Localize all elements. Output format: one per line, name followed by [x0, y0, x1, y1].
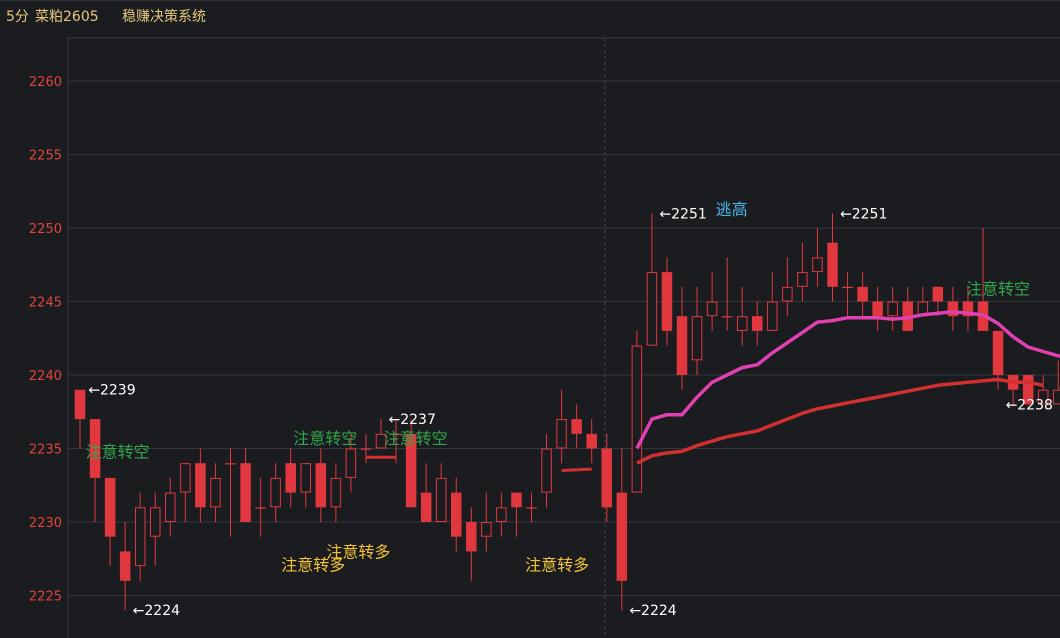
- ma-fast-line: [635, 310, 1060, 450]
- candle-body: [165, 492, 176, 523]
- signal-annotation: 注意转多: [326, 542, 390, 561]
- candle-body: [556, 419, 567, 449]
- candle-body: [676, 316, 688, 375]
- price-label: ←2224: [133, 603, 180, 619]
- candle-body: [119, 551, 131, 581]
- signal-annotation: 注意转空: [293, 429, 357, 448]
- candle-body: [285, 463, 296, 493]
- candle-body: [541, 448, 552, 493]
- price-label: ←2251: [659, 206, 706, 222]
- y-tick-label: 2225: [29, 590, 62, 605]
- candle-body: [1053, 389, 1060, 405]
- candle-body: [631, 345, 643, 493]
- candle-body: [240, 463, 251, 522]
- y-tick-label: 2255: [29, 149, 62, 164]
- price-label: ←2237: [389, 412, 436, 428]
- ma-slow-line: [636, 377, 1044, 465]
- candle-body: [511, 492, 522, 508]
- candle-body: [601, 448, 612, 508]
- candle-body: [451, 492, 462, 537]
- candle-body: [330, 477, 342, 508]
- timeframe-label[interactable]: 5分: [6, 9, 29, 25]
- candle-body: [797, 272, 808, 287]
- y-tick-label: 2250: [29, 222, 62, 237]
- candle-body: [74, 389, 86, 420]
- price-label: ←2239: [88, 383, 135, 399]
- short-line-2: [561, 467, 592, 472]
- candle-body: [857, 286, 868, 302]
- signal-annotation: 注意转多: [525, 556, 589, 575]
- candle-body: [134, 507, 146, 567]
- candle-body: [435, 477, 447, 522]
- moving-averages: [365, 310, 1060, 472]
- candle-body: [932, 286, 944, 302]
- candle-body: [827, 242, 838, 287]
- candle-body: [150, 507, 161, 537]
- candle-body: [300, 463, 311, 493]
- candle-body: [390, 433, 402, 435]
- candle-body: [255, 507, 266, 509]
- signal-annotation: 注意转多: [281, 556, 345, 575]
- candle-body: [571, 419, 582, 434]
- candle-body: [225, 463, 236, 465]
- candle-body: [1037, 389, 1049, 405]
- y-tick-label: 2260: [29, 75, 62, 90]
- price-labels: ←2239 ←2224 ←2237 ←2224 ←2251 ←2251 ←2238: [88, 206, 1053, 619]
- signal-annotation: 逃高: [716, 200, 748, 219]
- candle-body: [420, 492, 432, 522]
- candle-body: [721, 316, 733, 318]
- candle-body: [345, 448, 357, 478]
- candle-body: [842, 286, 853, 288]
- y-axis: 2225 2230 2235 2240 2245 2250 2255 2260: [29, 75, 62, 605]
- candle-body: [405, 433, 417, 508]
- candle-body: [1022, 375, 1034, 405]
- candle-body: [466, 522, 477, 552]
- candle-body: [586, 433, 597, 449]
- candle-body: [195, 463, 206, 508]
- price-label: ←2251: [840, 206, 887, 222]
- candle-body: [375, 433, 387, 449]
- candle-body: [752, 316, 763, 331]
- symbol-label[interactable]: 菜粕2605: [35, 9, 99, 25]
- candle-body: [89, 419, 101, 478]
- candle-body: [481, 522, 492, 537]
- candle-body: [646, 272, 658, 346]
- candle-body: [962, 301, 974, 317]
- price-label: ←2238: [1006, 397, 1053, 413]
- y-tick-label: 2235: [29, 443, 62, 458]
- grid-lines: [67, 37, 1060, 638]
- signal-annotation: 注意转空: [384, 429, 448, 448]
- candle-body: [872, 301, 883, 317]
- candle-body: [992, 330, 1004, 375]
- candle-body: [180, 463, 191, 493]
- candle-body: [706, 301, 718, 317]
- candle-body: [947, 301, 959, 317]
- candle-body: [691, 316, 703, 361]
- y-tick-label: 2240: [29, 369, 62, 384]
- candle-body: [526, 507, 537, 509]
- signal-annotation: 注意转空: [966, 279, 1030, 298]
- system-label: 稳赚决策系统: [122, 9, 206, 25]
- candle-body: [270, 477, 281, 508]
- candle-body: [616, 492, 628, 581]
- candle-body: [104, 477, 116, 537]
- candle-body: [736, 316, 748, 331]
- candles: [74, 213, 1060, 611]
- candle-body: [661, 272, 673, 331]
- candle-body: [315, 463, 327, 508]
- candle-body: [782, 286, 793, 302]
- price-label: ←2224: [629, 603, 676, 619]
- candle-body: [887, 301, 898, 317]
- candle-body: [812, 257, 823, 273]
- y-tick-label: 2230: [29, 516, 62, 531]
- chart-header: 5分 菜粕2605 稳赚决策系统: [0, 0, 1060, 31]
- candle-body: [496, 507, 507, 522]
- signal-annotation: 注意转空: [86, 442, 150, 461]
- candle-body: [360, 448, 372, 450]
- candle-body: [767, 301, 778, 331]
- y-tick-label: 2245: [29, 296, 62, 311]
- candle-body: [210, 477, 221, 508]
